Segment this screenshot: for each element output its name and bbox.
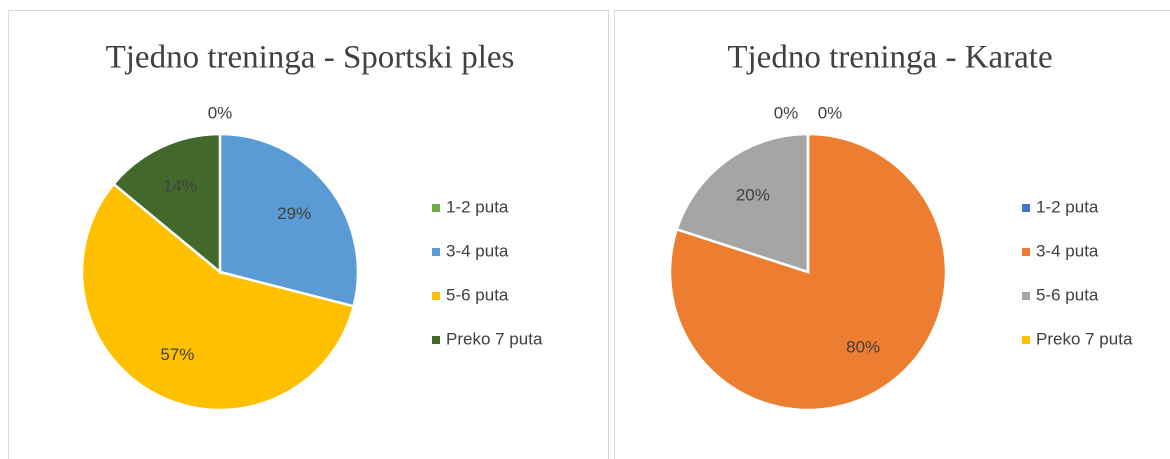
data-label: 0%	[818, 103, 843, 122]
legend-swatch	[1022, 292, 1030, 300]
legend-swatch	[1022, 204, 1030, 212]
data-label: 0%	[774, 103, 799, 122]
chart-title: Tjedno treninga - Karate	[727, 40, 1052, 76]
legend-label: 1-2 puta	[446, 197, 509, 216]
legend-swatch	[432, 204, 440, 212]
legend-swatch	[1022, 336, 1030, 344]
legend-label: 1-2 puta	[1036, 197, 1099, 216]
legend-swatch	[432, 336, 440, 344]
pie-slice	[675, 132, 810, 274]
legend-label: Preko 7 puta	[1036, 329, 1133, 348]
legend-swatch	[432, 248, 440, 256]
legend-label: 3-4 puta	[1036, 241, 1099, 260]
pie-slice	[218, 132, 360, 308]
data-label: 80%	[846, 337, 880, 356]
legend-label: 5-6 puta	[1036, 285, 1099, 304]
legend-label: 5-6 puta	[446, 285, 509, 304]
legend-swatch	[1022, 248, 1030, 256]
data-label: 29%	[277, 204, 311, 223]
data-label: 14%	[163, 177, 197, 196]
pie-slice	[80, 182, 356, 412]
data-label: 0%	[208, 103, 233, 122]
chart-title: Tjedno treninga - Sportski ples	[106, 40, 515, 76]
pie-slice	[111, 132, 222, 275]
legend-label: 3-4 puta	[446, 241, 509, 260]
data-label: 57%	[160, 345, 194, 364]
legend-label: Preko 7 puta	[446, 329, 543, 348]
data-label: 20%	[736, 186, 770, 205]
legend-swatch	[432, 292, 440, 300]
